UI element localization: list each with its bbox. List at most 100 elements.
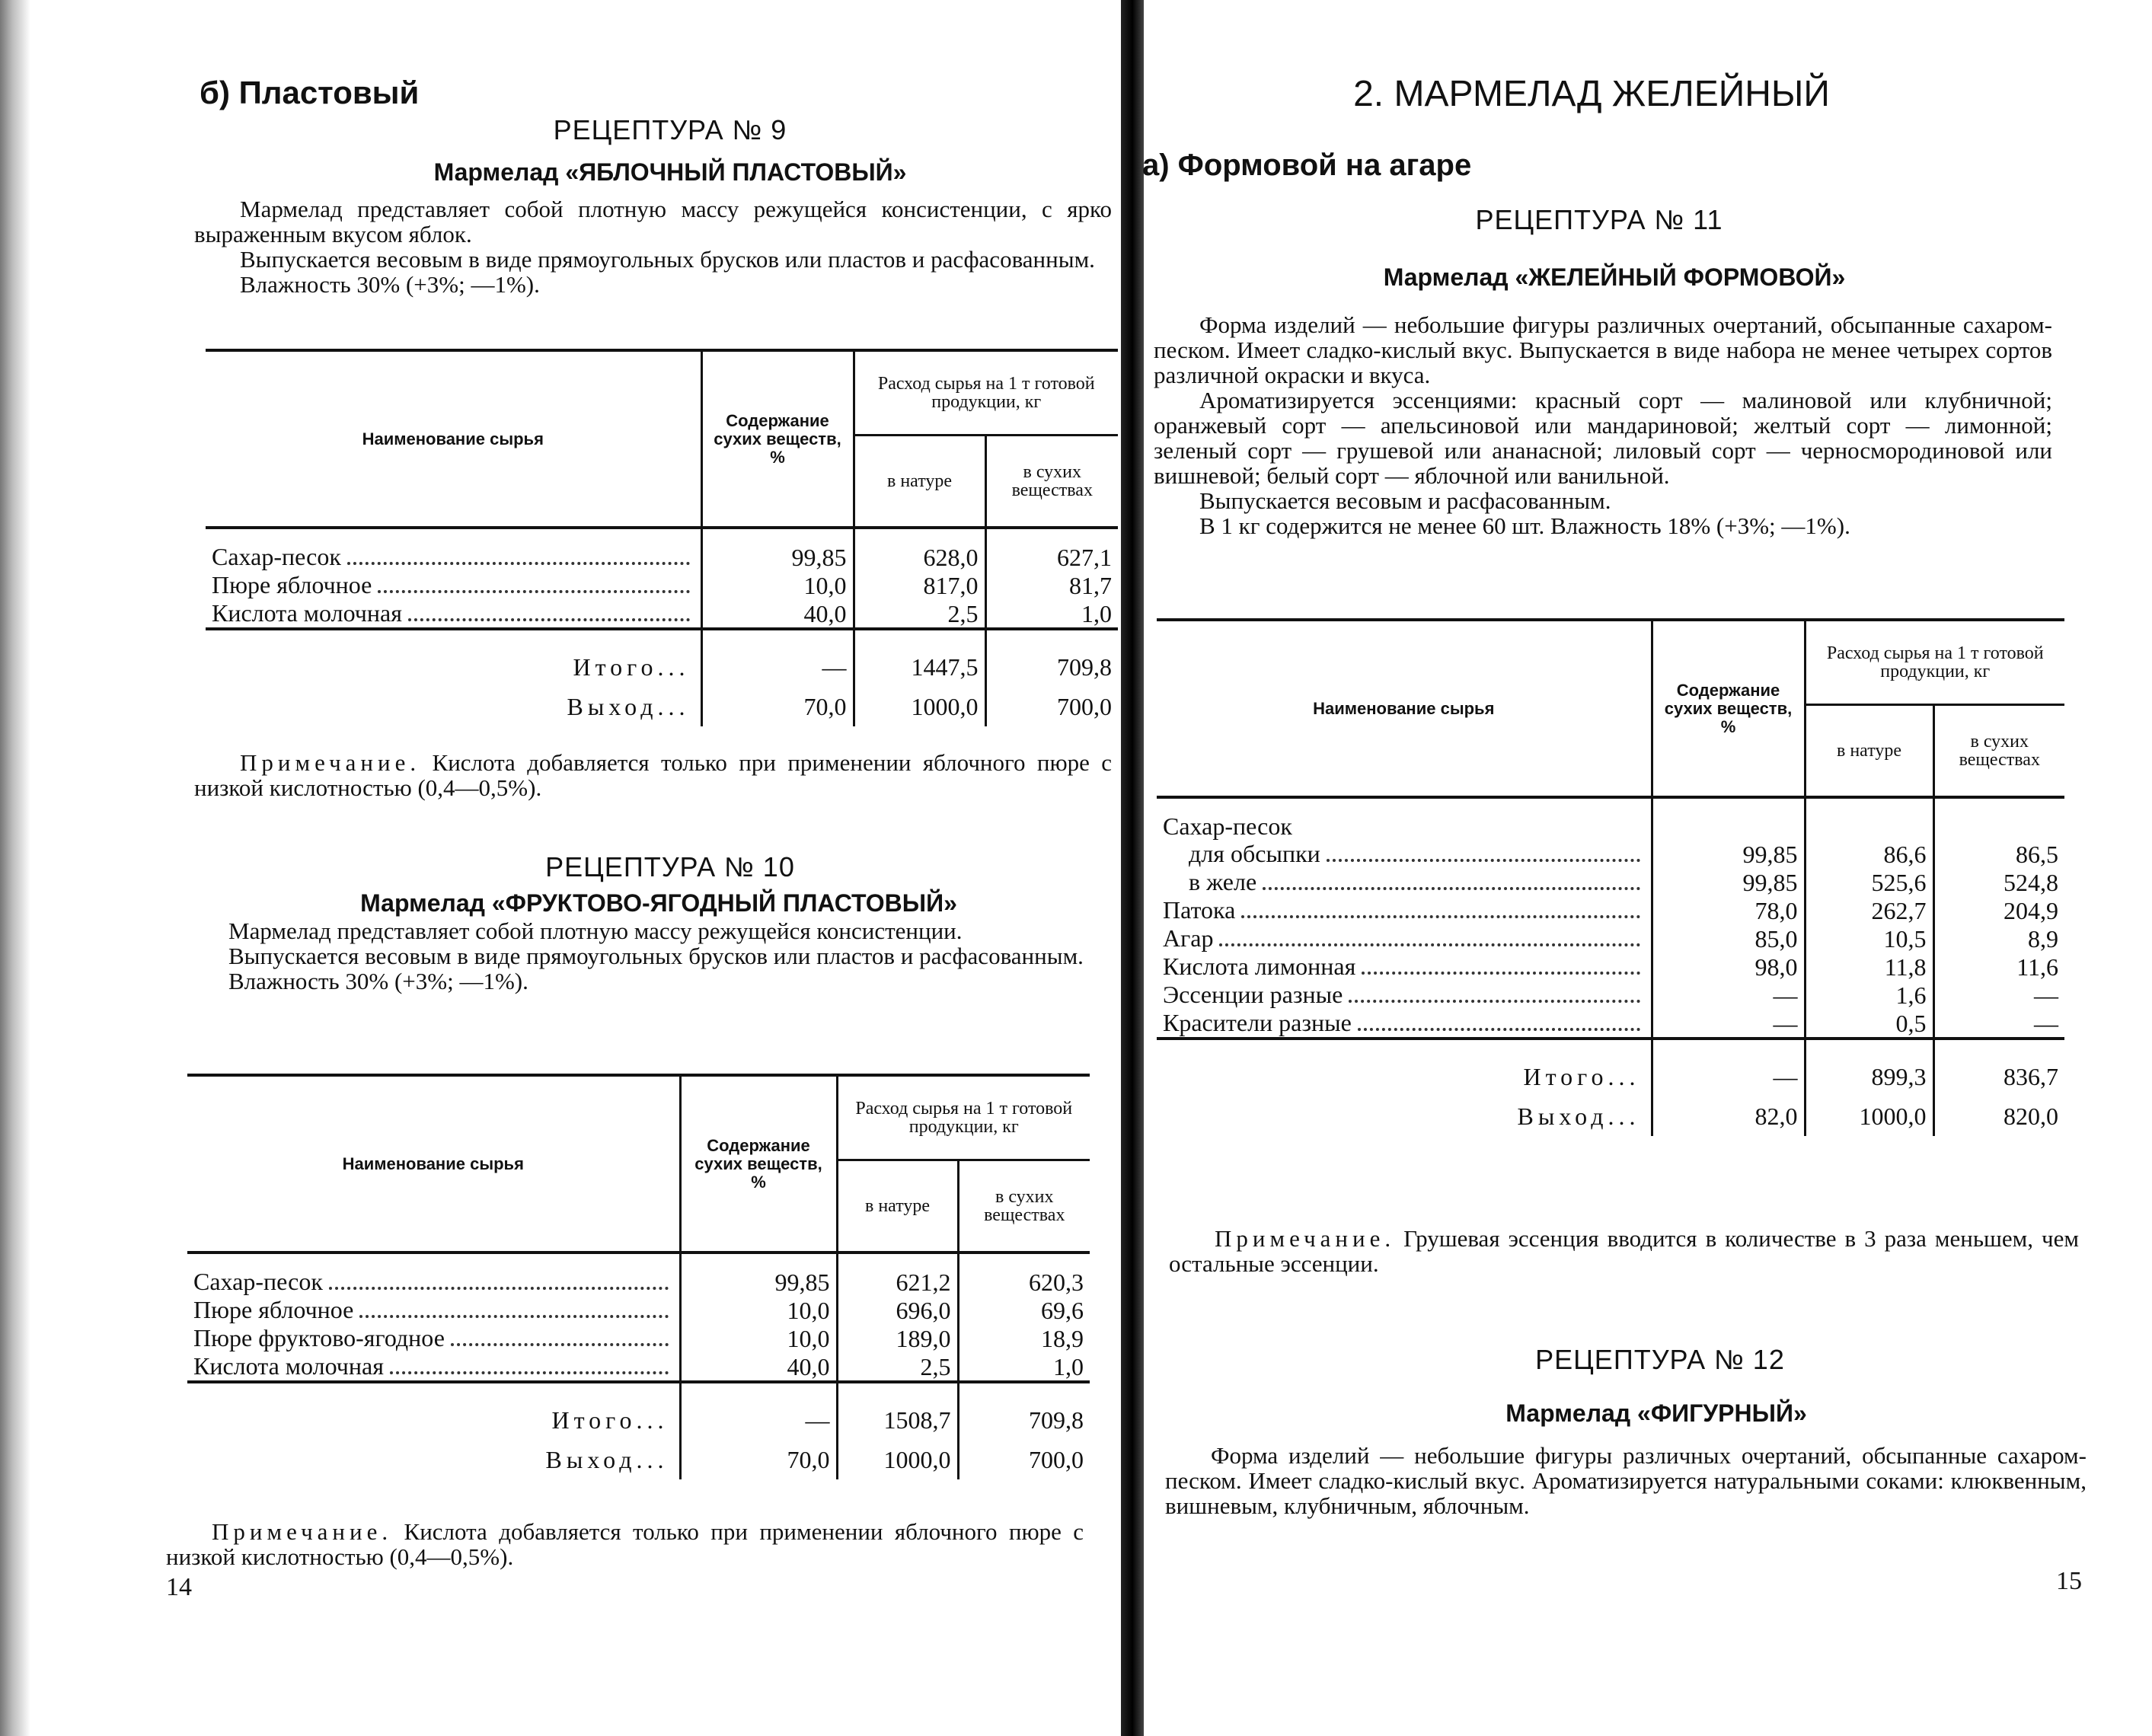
table-row: Сахар-песок 99,85 628,0 627,1 [206, 543, 1119, 571]
ingredient-name: Пюре яблочное [212, 571, 372, 598]
spacer-cell [1803, 797, 1933, 812]
spacer-cell [852, 528, 985, 543]
recipe-title: Мармелад «ЖЕЛЕЙНЫЙ ФОРМОВОЙ» [1383, 263, 1846, 291]
cell-natural: 1,6 [1803, 981, 1933, 1009]
cell-natural: 10,5 [1803, 924, 1933, 953]
paragraph: Ароматизируется эссенциями: красный сорт… [1154, 387, 2052, 489]
cell-natural: 2,5 [852, 599, 985, 629]
chapter-heading: 2. МАРМЕЛАД ЖЕЛЕЙНЫЙ [1353, 74, 1830, 114]
dot-leader [346, 562, 690, 565]
ingredient-leader: Пюре яблочное [193, 1296, 673, 1324]
table-row: Пюре яблочное 10,0 696,0 69,6 [187, 1296, 1090, 1324]
total-dry-content: — [678, 1380, 837, 1440]
total-dry-content: 70,0 [678, 1440, 837, 1479]
total-dry-content: 70,0 [700, 687, 854, 726]
table-header: Наименование сырья Содержание сухих вещес… [1157, 618, 2065, 797]
dot-leader [1241, 915, 1640, 918]
recipe-description: Форма изделий — небольшие фигуры различн… [1165, 1443, 2087, 1518]
ingredient-name-cell: Пюре яблочное [187, 1296, 680, 1324]
cell-dry: 11,6 [1932, 953, 2065, 981]
note-label: Примечание. [1215, 1225, 1396, 1252]
ingredient-name: в желе [1189, 868, 1257, 895]
ingredient-leader: Кислота молочная [212, 599, 694, 627]
recipe-table: Наименование сырья Содержание сухих вещес… [187, 1074, 1090, 1479]
note-label: Примечание. [240, 749, 421, 776]
cell-dry: — [1932, 1009, 2065, 1039]
ingredient-name: Кислота молочная [193, 1352, 384, 1380]
cell-dry-content: 10,0 [700, 571, 854, 599]
recipe-description: Форма изделий — небольшие фигуры различн… [1154, 312, 2052, 538]
ingredient-leader: Патока [1163, 896, 1645, 924]
spacer-cell [700, 528, 854, 543]
ingredient-leader: Пюре фруктово-ягодное [193, 1324, 673, 1352]
ingredient-name: Сахар-песок [1163, 812, 1292, 840]
total-dry-content: — [700, 627, 854, 687]
dot-leader [1263, 887, 1640, 890]
spacer-cell [956, 1253, 1090, 1268]
recipe-number: РЕЦЕПТУРА № 9 [553, 114, 787, 145]
cell-dry-content: 40,0 [678, 1352, 837, 1382]
cell-natural: 189,0 [835, 1324, 958, 1352]
paragraph: Мармелад представляет собой плотную масс… [228, 917, 963, 944]
total-label: Итого... [206, 627, 701, 687]
spacer-cell [835, 1253, 958, 1268]
table-row: в желе 99,85 525,6 524,8 [1157, 868, 2065, 896]
note-text: Кислота добавляется только при применени… [194, 749, 1113, 801]
dot-leader [1349, 1000, 1640, 1003]
header-row: в натуре в сухих веществах [187, 1160, 1090, 1253]
cell-natural: 2,5 [835, 1352, 958, 1382]
column-header-dry-content: Содержание сухих веществ, % [700, 349, 854, 528]
ingredient-name-cell: Красители разные [1157, 1009, 1652, 1039]
total-label: Итого... [1157, 1037, 1652, 1096]
cell-natural: 11,8 [1803, 953, 1933, 981]
ingredient-leader: Агар [1163, 924, 1645, 953]
spacer-cell [1932, 797, 2065, 812]
cell-natural: 262,7 [1803, 896, 1933, 924]
cell-dry-content: — [1650, 1009, 1805, 1039]
header-row: в натуре в сухих веществах [206, 435, 1119, 528]
cell-dry-content: 85,0 [1650, 924, 1805, 953]
ingredient-name-cell: в желе [1157, 868, 1652, 896]
table-row: для обсыпки 99,85 86,6 86,5 [1157, 840, 2065, 868]
cell-dry-content: 10,0 [678, 1296, 837, 1324]
table-header: Наименование сырья Содержание сухих вещес… [206, 349, 1119, 528]
table-row: Кислота молочная 40,0 2,5 1,0 [187, 1352, 1090, 1382]
paragraph: Влажность 30% (+3%; —1%). [240, 271, 540, 298]
ingredient-name-cell: для обсыпки [1157, 840, 1652, 868]
recipe-table: Наименование сырья Содержание сухих вещес… [206, 349, 1119, 726]
total-dry: 820,0 [1932, 1096, 2065, 1136]
cell-dry [1932, 812, 2065, 840]
column-header-natural: в натуре [835, 1160, 958, 1253]
ingredient-name: Пюре яблочное [193, 1296, 354, 1323]
page-number: 14 [166, 1573, 192, 1601]
ingredient-name-cell: Кислота молочная [187, 1352, 680, 1382]
cell-dry: 524,8 [1932, 868, 2065, 896]
column-header-dry: в сухих веществах [956, 1160, 1090, 1253]
total-dry: 709,8 [984, 627, 1119, 687]
recipe-note: Примечание. Грушевая эссенция вводится в… [1169, 1226, 2079, 1276]
cell-dry-content: 10,0 [678, 1324, 837, 1352]
table-row: Пюре яблочное 10,0 817,0 81,7 [206, 571, 1119, 599]
cell-natural: 525,6 [1803, 868, 1933, 896]
ingredient-name-cell: Сахар-песок [206, 543, 701, 571]
table-header: Наименование сырья Содержание сухих вещес… [187, 1074, 1090, 1253]
cell-natural: 621,2 [835, 1268, 958, 1296]
total-natural: 1447,5 [852, 627, 985, 687]
spacer-row [206, 528, 1119, 543]
cell-dry-content: 78,0 [1650, 896, 1805, 924]
cell-dry: 81,7 [984, 571, 1119, 599]
section-heading: б) Пластовый [200, 75, 420, 110]
header-row: Наименование сырья Содержание сухих вещес… [187, 1074, 1090, 1253]
ingredient-leader: Сахар-песок [212, 543, 694, 571]
paragraph: Выпускается весовым в виде прямоугольных… [228, 943, 1084, 969]
header-row: Наименование сырья Содержание сухих вещес… [1157, 618, 2065, 797]
spacer-cell [1157, 797, 1652, 812]
ingredient-leader: Кислота лимонная [1163, 953, 1645, 981]
column-header-name: Наименование сырья [206, 349, 701, 528]
column-header-natural: в натуре [1803, 704, 1933, 797]
ingredient-name-cell: Кислота молочная [206, 599, 701, 629]
cell-natural: 628,0 [852, 543, 985, 571]
dot-leader [359, 1315, 669, 1318]
table-row: Сахар-песок [1157, 812, 2065, 840]
ingredient-leader: Эссенции разные [1163, 981, 1645, 1009]
